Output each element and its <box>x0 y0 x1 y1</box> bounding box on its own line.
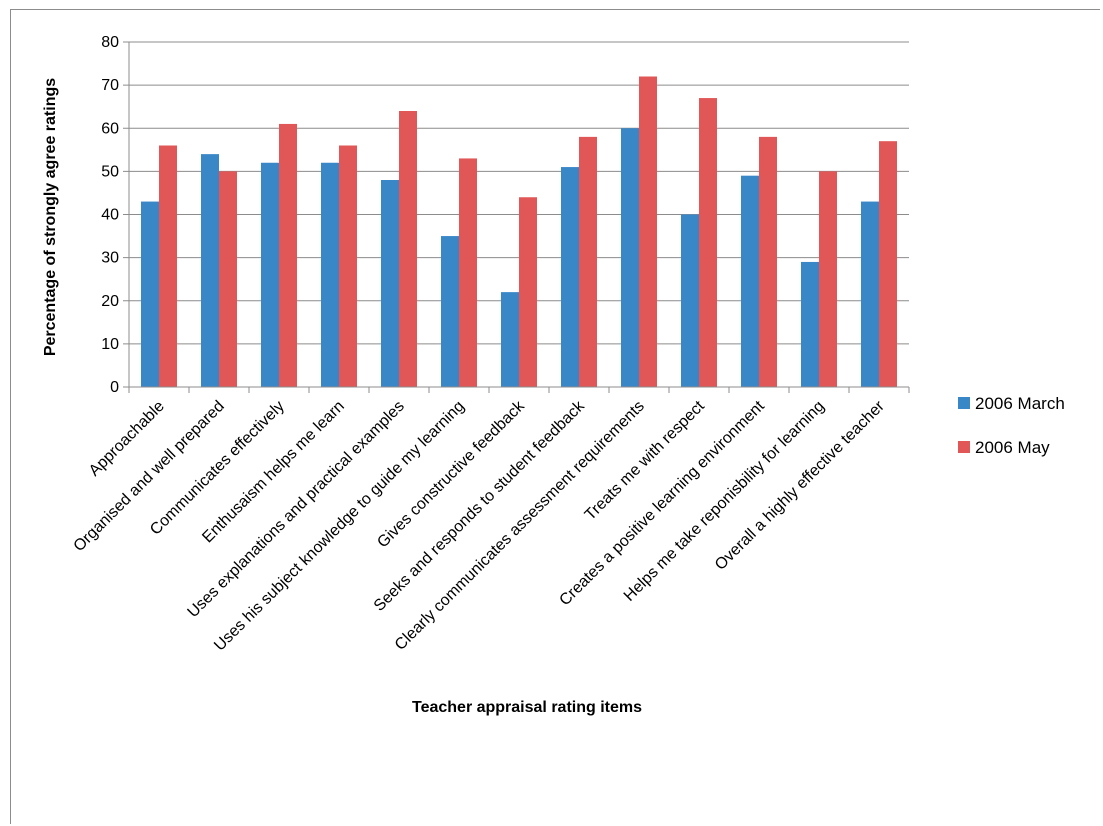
bars <box>141 76 897 387</box>
bar-march <box>321 162 339 387</box>
bar-may <box>219 171 237 387</box>
x-category-label: Uses explanations and practical examples <box>185 398 408 621</box>
bar-may <box>519 197 537 387</box>
legend-swatch <box>958 441 970 453</box>
x-category-label: Treats me with respect <box>582 397 708 523</box>
bar-march <box>741 175 759 387</box>
y-tick-label: 70 <box>101 77 119 94</box>
bar-march <box>381 180 399 387</box>
y-axis-title: Percentage of strongly agree ratings <box>42 78 59 356</box>
x-axis-title: Teacher appraisal rating items <box>412 699 642 716</box>
bar-march <box>801 261 819 387</box>
bar-march <box>861 201 879 387</box>
bar-chart: 0 10 20 30 40 50 60 70 80 ApproachableOrganised … <box>42 34 1065 716</box>
bar-march <box>561 167 579 387</box>
bar-may <box>399 111 417 387</box>
y-tick-labels: 0 10 20 30 40 50 60 70 80 <box>101 34 119 396</box>
bar-may <box>159 145 177 387</box>
bar-march <box>141 201 159 387</box>
bar-may <box>819 171 837 387</box>
bar-march <box>441 236 459 387</box>
y-tick-label: 0 <box>110 379 119 396</box>
x-category-label: Creates a positive learning environment <box>556 397 768 609</box>
legend-swatch <box>958 397 970 409</box>
y-tick-label: 80 <box>101 34 119 51</box>
legend-label: 2006 May <box>975 438 1050 457</box>
bar-may <box>639 76 657 387</box>
chart-frame: 0 10 20 30 40 50 60 70 80 Approachable Organised … <box>10 9 1100 824</box>
bar-march <box>681 214 699 387</box>
bar-march <box>501 292 519 387</box>
y-tick-label: 40 <box>101 207 119 224</box>
bar-march <box>201 154 219 387</box>
bar-march <box>261 162 279 387</box>
y-tick-label: 10 <box>101 336 119 353</box>
bar-may <box>279 123 297 387</box>
bar-may <box>339 145 357 387</box>
y-tick-label: 50 <box>101 163 119 180</box>
y-tick-label: 20 <box>101 293 119 310</box>
bar-may <box>759 136 777 387</box>
legend: 2006 March 2006 May <box>958 394 1065 457</box>
x-category-label: Seeks and responds to student feedback <box>371 397 589 615</box>
bar-may <box>459 158 477 387</box>
bar-may <box>699 98 717 387</box>
y-tick-label: 60 <box>101 120 119 137</box>
axes <box>123 41 910 393</box>
y-tick-label: 30 <box>101 250 119 267</box>
bar-may <box>879 141 897 387</box>
bar-march <box>621 128 639 387</box>
legend-label: 2006 March <box>975 394 1065 413</box>
bar-may <box>579 136 597 387</box>
